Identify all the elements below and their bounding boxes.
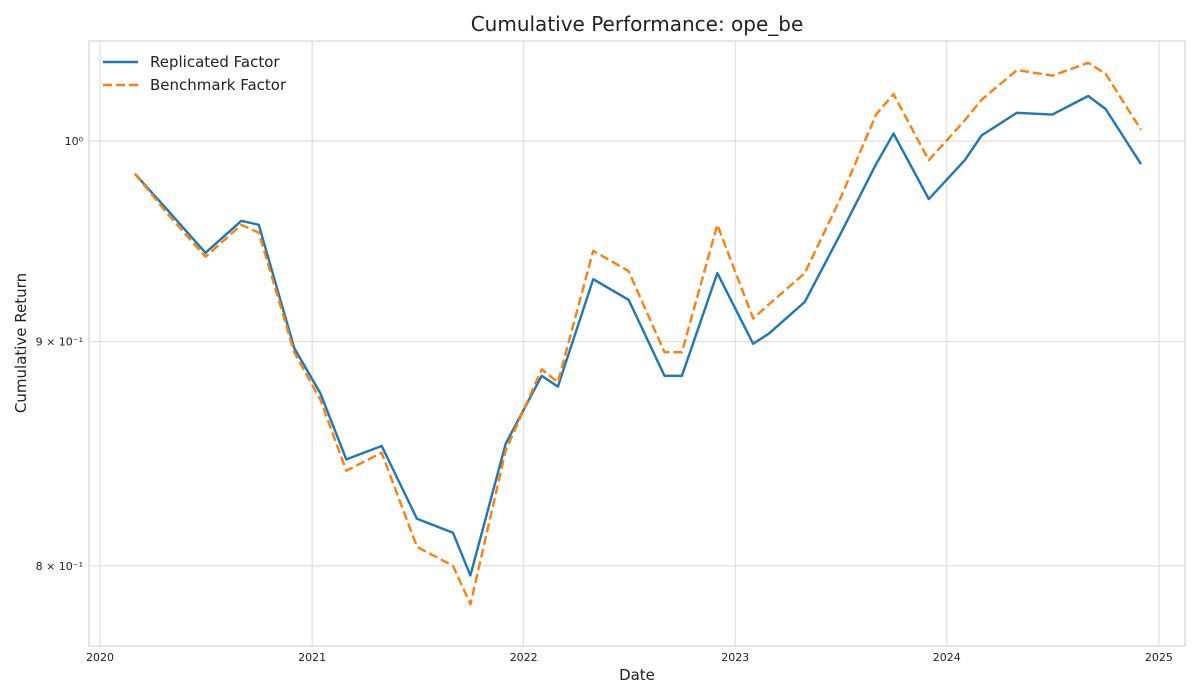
series-line-replicated-factor bbox=[133, 94, 1143, 577]
chart-title: Cumulative Performance: ope_be bbox=[471, 12, 804, 36]
y-tick-label: 9 × 10⁻¹ bbox=[36, 336, 83, 349]
legend-label: Benchmark Factor bbox=[150, 76, 287, 94]
grid bbox=[89, 41, 1185, 646]
y-axis-ticks: 8 × 10⁻¹ 9 × 10⁻¹ 10⁰ bbox=[36, 135, 84, 573]
legend: Replicated Factor Benchmark Factor bbox=[103, 53, 287, 94]
x-axis-ticks: 2020 2021 2022 2023 2024 2025 bbox=[86, 651, 1173, 664]
legend-label: Replicated Factor bbox=[150, 53, 280, 71]
x-tick-label: 2025 bbox=[1145, 651, 1173, 664]
series-line-benchmark-factor bbox=[133, 61, 1143, 606]
y-tick-label: 10⁰ bbox=[65, 135, 84, 148]
series-layer bbox=[133, 61, 1143, 606]
x-tick-label: 2023 bbox=[721, 651, 749, 664]
plot-frame bbox=[88, 40, 1186, 647]
x-tick-label: 2020 bbox=[86, 651, 114, 664]
x-tick-label: 2021 bbox=[298, 651, 326, 664]
x-tick-label: 2022 bbox=[510, 651, 538, 664]
x-axis-label: Date bbox=[619, 666, 655, 684]
x-tick-label: 2024 bbox=[933, 651, 961, 664]
y-axis-label: Cumulative Return bbox=[12, 273, 30, 413]
y-tick-label: 8 × 10⁻¹ bbox=[36, 560, 83, 573]
